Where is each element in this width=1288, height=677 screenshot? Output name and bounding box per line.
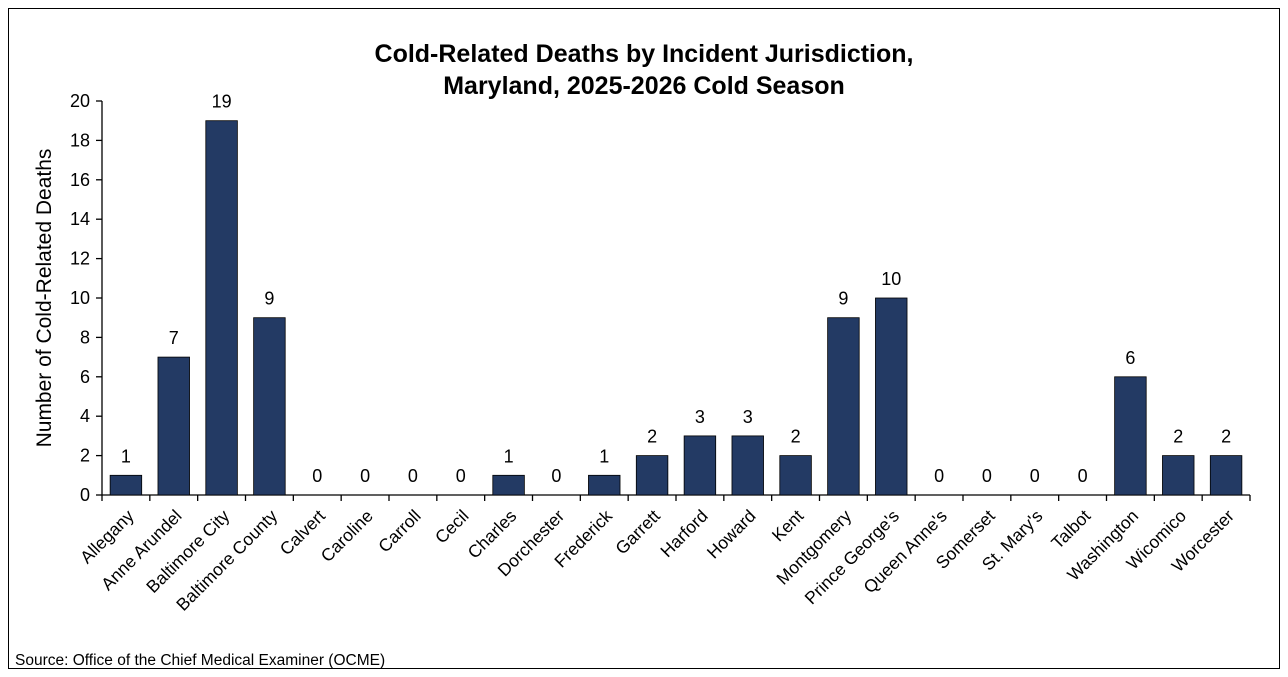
bar <box>253 317 286 496</box>
y-tick-label: 2 <box>80 446 90 466</box>
chart-title-line-2: Maryland, 2025-2026 Cold Season <box>443 72 845 100</box>
data-label: 1 <box>121 446 131 466</box>
chart-title-line-1: Cold-Related Deaths by Incident Jurisdic… <box>374 40 914 68</box>
bar <box>1114 376 1147 496</box>
data-label: 0 <box>982 466 992 486</box>
category-label: Carroll <box>374 506 425 557</box>
y-tick-label: 12 <box>70 249 90 269</box>
chart-bars <box>109 120 1243 496</box>
data-label: 9 <box>264 289 274 309</box>
bar <box>635 455 669 496</box>
data-label: 0 <box>408 466 418 486</box>
data-label: 6 <box>1125 348 1135 368</box>
category-label: Howard <box>703 506 760 563</box>
data-label: 10 <box>881 269 901 289</box>
data-label: 0 <box>551 466 561 486</box>
data-label: 0 <box>934 466 944 486</box>
y-tick-label: 0 <box>80 485 90 505</box>
y-tick-label: 18 <box>70 130 90 150</box>
data-label: 1 <box>504 446 514 466</box>
category-label: Baltimore City <box>142 506 233 597</box>
y-tick-label: 20 <box>70 91 90 111</box>
bar <box>683 435 717 496</box>
y-axis-label: Number of Cold-Related Deaths <box>33 149 56 448</box>
data-label: 7 <box>169 328 179 348</box>
data-label: 19 <box>212 92 232 112</box>
source-note: Source: Office of the Chief Medical Exam… <box>15 652 386 669</box>
data-label: 1 <box>599 446 609 466</box>
category-label: Garrett <box>611 506 664 559</box>
category-label: Kent <box>768 506 808 546</box>
data-label: 0 <box>456 466 466 486</box>
chart-title: Cold-Related Deaths by Incident Jurisdic… <box>0 38 1288 102</box>
y-tick-label: 8 <box>80 327 90 347</box>
data-label: 9 <box>838 289 848 309</box>
data-label: 2 <box>1221 427 1231 447</box>
bar <box>205 120 238 496</box>
bar <box>588 474 621 496</box>
y-tick-label: 16 <box>70 170 90 190</box>
y-tick-label: 6 <box>80 367 90 387</box>
bar <box>157 356 190 496</box>
data-label: 3 <box>743 407 753 427</box>
y-tick-label: 10 <box>70 288 90 308</box>
bar <box>779 455 812 496</box>
bar <box>109 474 143 496</box>
bar <box>1162 455 1195 496</box>
data-label: 3 <box>695 407 705 427</box>
bar <box>492 474 525 496</box>
category-label: Queen Anne's <box>859 506 951 598</box>
category-label: Cecil <box>431 506 473 548</box>
y-tick-label: 4 <box>80 406 90 426</box>
category-label: Harford <box>656 506 711 561</box>
bar <box>731 435 764 496</box>
y-tick-label: 14 <box>70 209 90 229</box>
data-label: 0 <box>1030 466 1040 486</box>
bar <box>875 297 908 496</box>
data-label: 2 <box>1173 427 1183 447</box>
data-label: 2 <box>791 427 801 447</box>
data-label: 0 <box>312 466 322 486</box>
data-label: 0 <box>1078 466 1088 486</box>
bar <box>1209 455 1243 496</box>
data-label: 2 <box>647 427 657 447</box>
bar <box>827 317 860 496</box>
category-label: Caroline <box>317 506 377 566</box>
data-label: 0 <box>360 466 370 486</box>
